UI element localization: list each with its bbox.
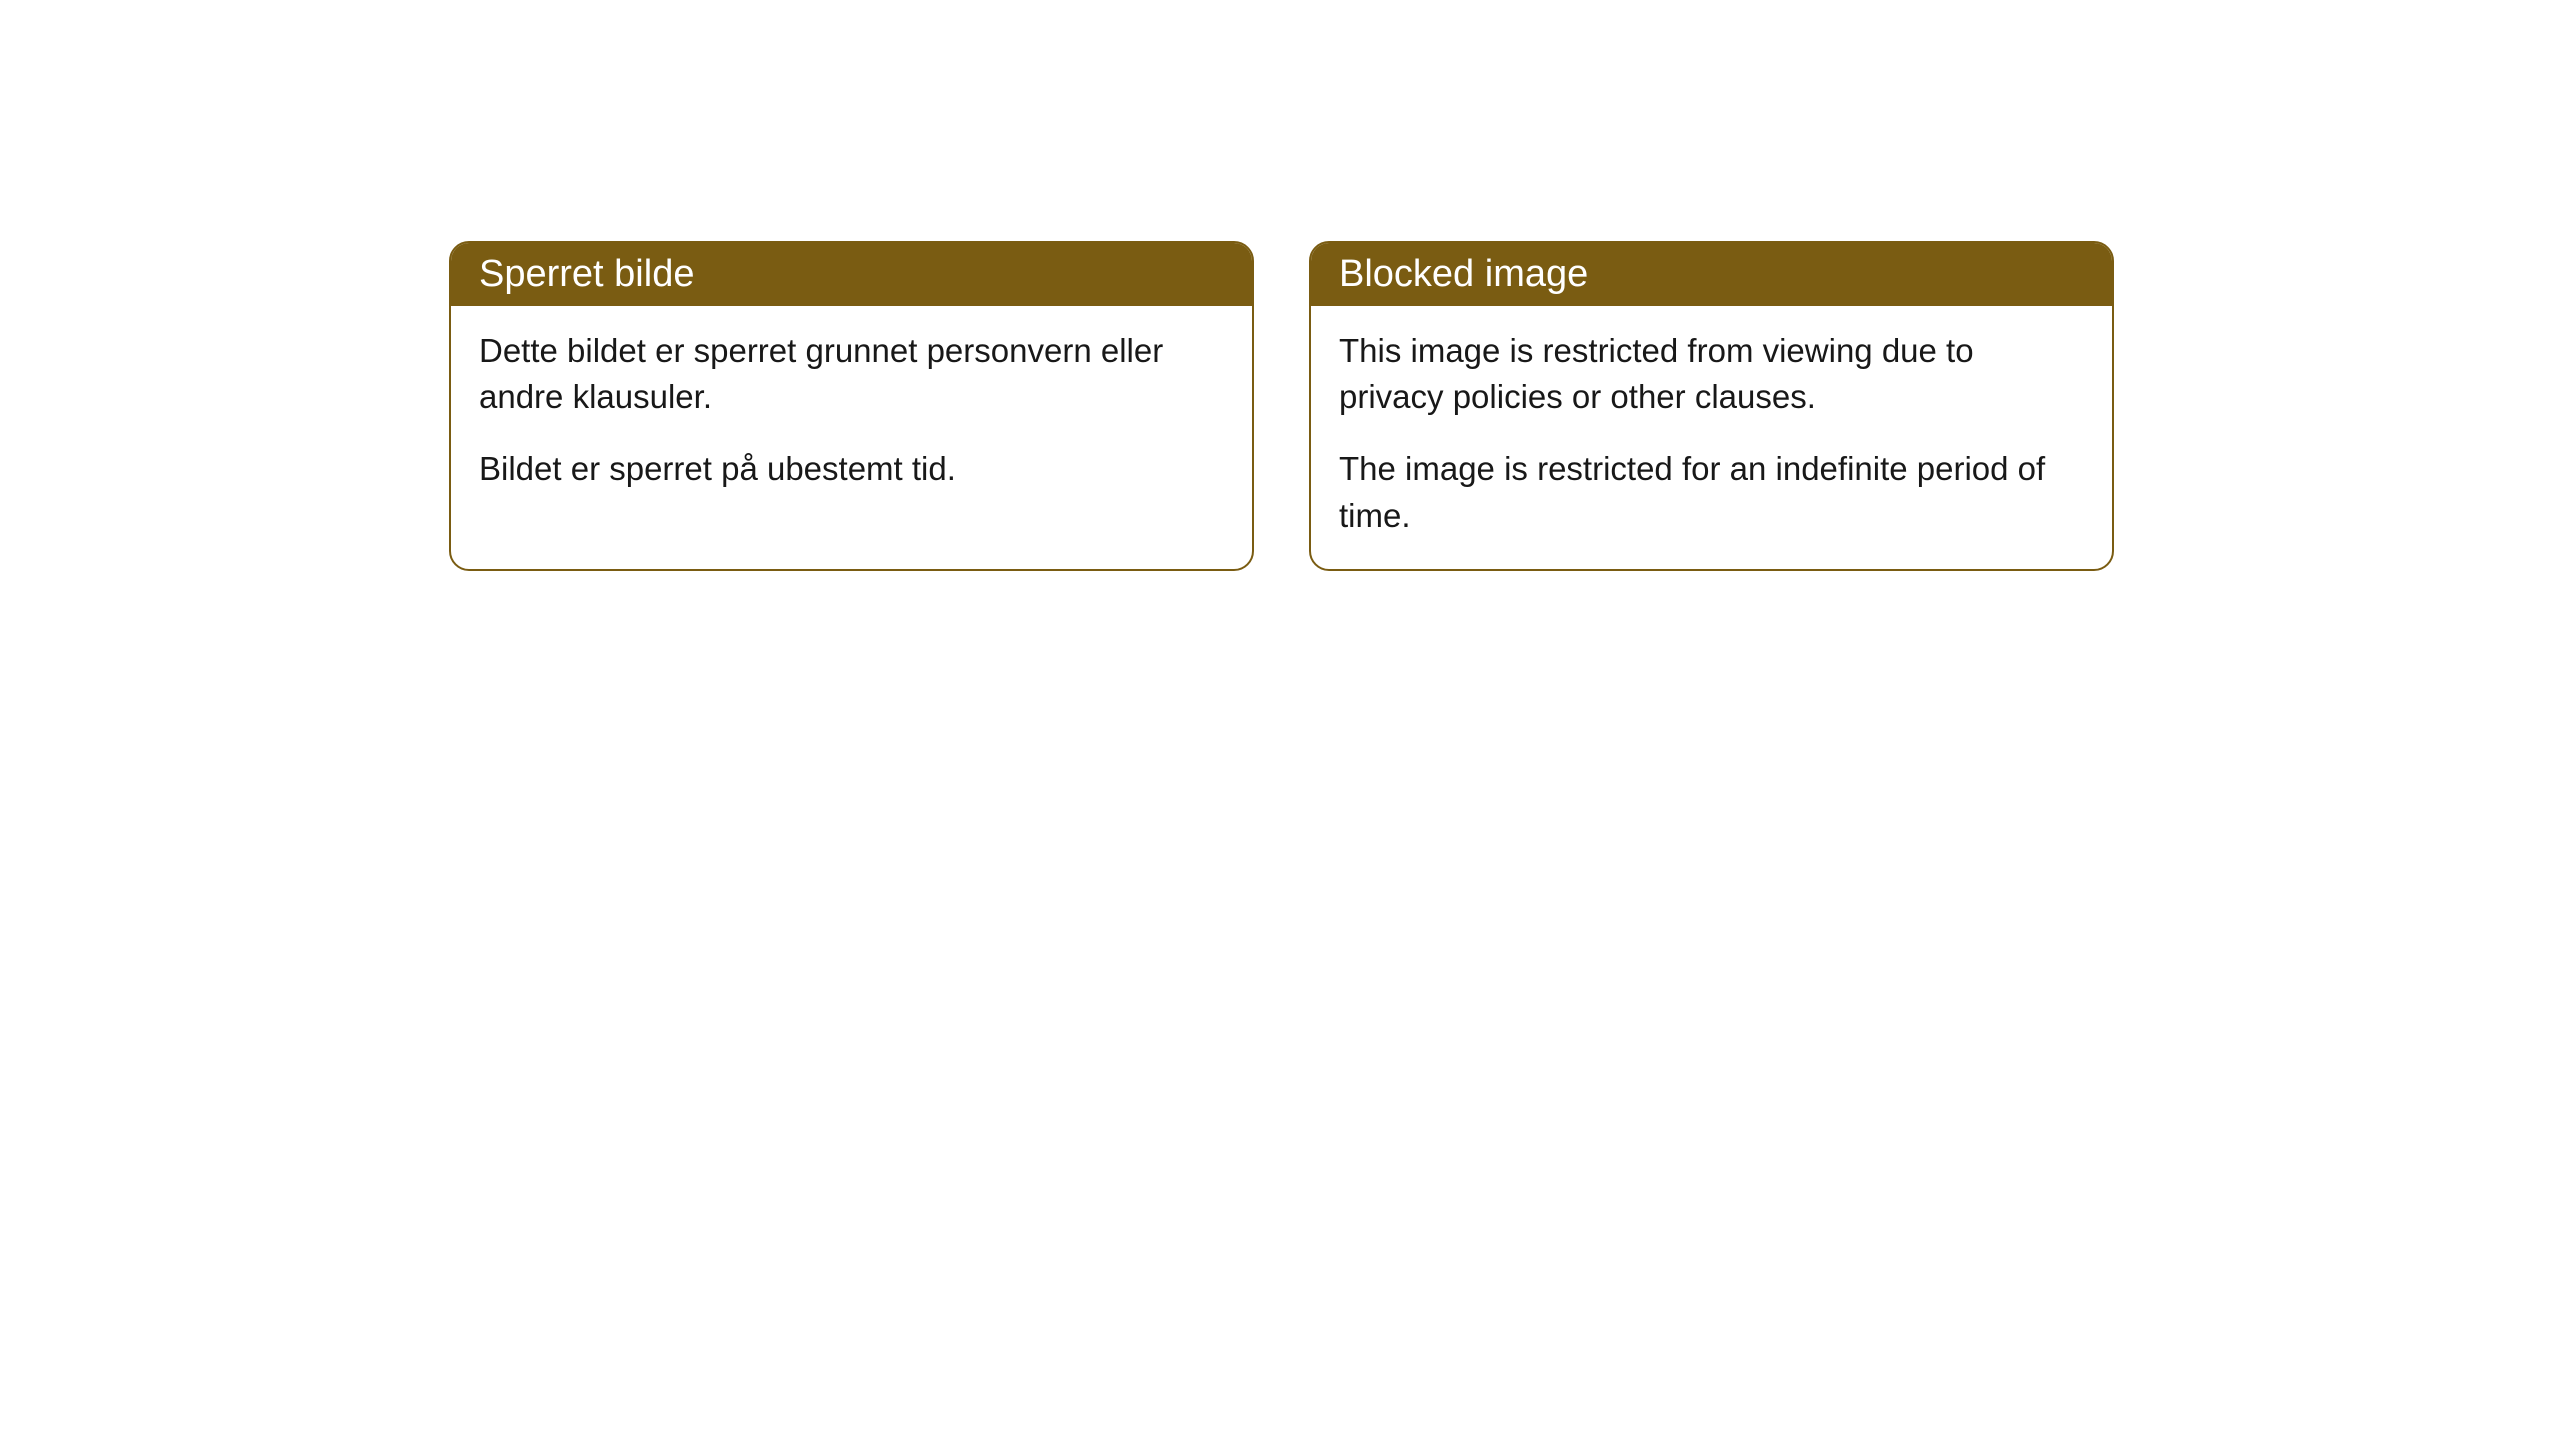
card-title: Blocked image [1339, 253, 1588, 295]
card-header: Blocked image [1311, 243, 2112, 306]
card-paragraph: Dette bildet er sperret grunnet personve… [479, 328, 1224, 420]
notice-card-english: Blocked image This image is restricted f… [1309, 241, 2114, 571]
card-paragraph: Bildet er sperret på ubestemt tid. [479, 446, 1224, 492]
card-paragraph: This image is restricted from viewing du… [1339, 328, 2084, 420]
notice-cards-container: Sperret bilde Dette bildet er sperret gr… [449, 241, 2114, 571]
card-body: This image is restricted from viewing du… [1311, 306, 2112, 569]
card-paragraph: The image is restricted for an indefinit… [1339, 446, 2084, 538]
card-body: Dette bildet er sperret grunnet personve… [451, 306, 1252, 523]
notice-card-norwegian: Sperret bilde Dette bildet er sperret gr… [449, 241, 1254, 571]
card-header: Sperret bilde [451, 243, 1252, 306]
card-title: Sperret bilde [479, 253, 694, 295]
